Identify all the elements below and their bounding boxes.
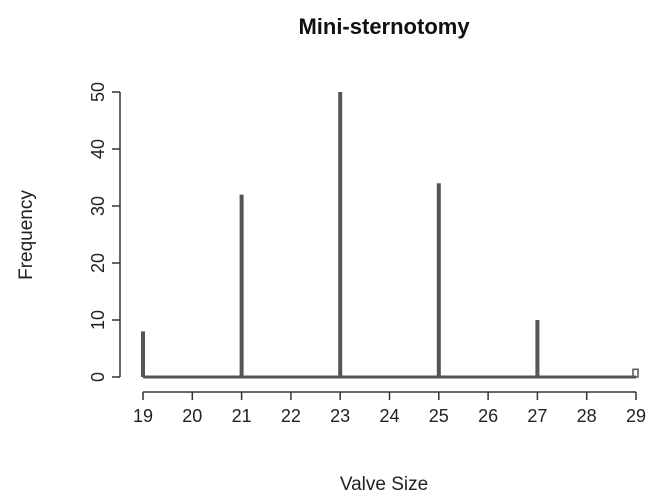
x-tick-label: 20 xyxy=(182,406,202,426)
x-tick-label: 23 xyxy=(330,406,350,426)
bar-29 xyxy=(632,368,639,378)
x-axis: 19 20 21 22 23 24 25 26 27 28 29 xyxy=(133,391,646,426)
x-tick-label: 27 xyxy=(527,406,547,426)
x-tick-label: 22 xyxy=(281,406,301,426)
y-tick-label: 0 xyxy=(88,372,108,382)
y-axis: 0 10 20 30 40 50 xyxy=(88,82,121,382)
y-tick-label: 20 xyxy=(88,253,108,273)
chart-title: Mini-sternotomy xyxy=(298,14,470,39)
x-axis-label: Valve Size xyxy=(340,474,428,495)
y-axis-label: Frequency xyxy=(16,190,37,280)
x-tick-label: 28 xyxy=(577,406,597,426)
y-tick-label: 10 xyxy=(88,310,108,330)
x-tick-label: 19 xyxy=(133,406,153,426)
plot-area xyxy=(141,92,639,379)
x-tick-label: 21 xyxy=(232,406,252,426)
x-tick-label: 26 xyxy=(478,406,498,426)
y-tick-label: 50 xyxy=(88,82,108,102)
x-tick-label: 24 xyxy=(379,406,399,426)
x-tick-label: 25 xyxy=(429,406,449,426)
y-tick-label: 30 xyxy=(88,196,108,216)
y-tick-label: 40 xyxy=(88,139,108,159)
x-tick-label: 29 xyxy=(626,406,646,426)
